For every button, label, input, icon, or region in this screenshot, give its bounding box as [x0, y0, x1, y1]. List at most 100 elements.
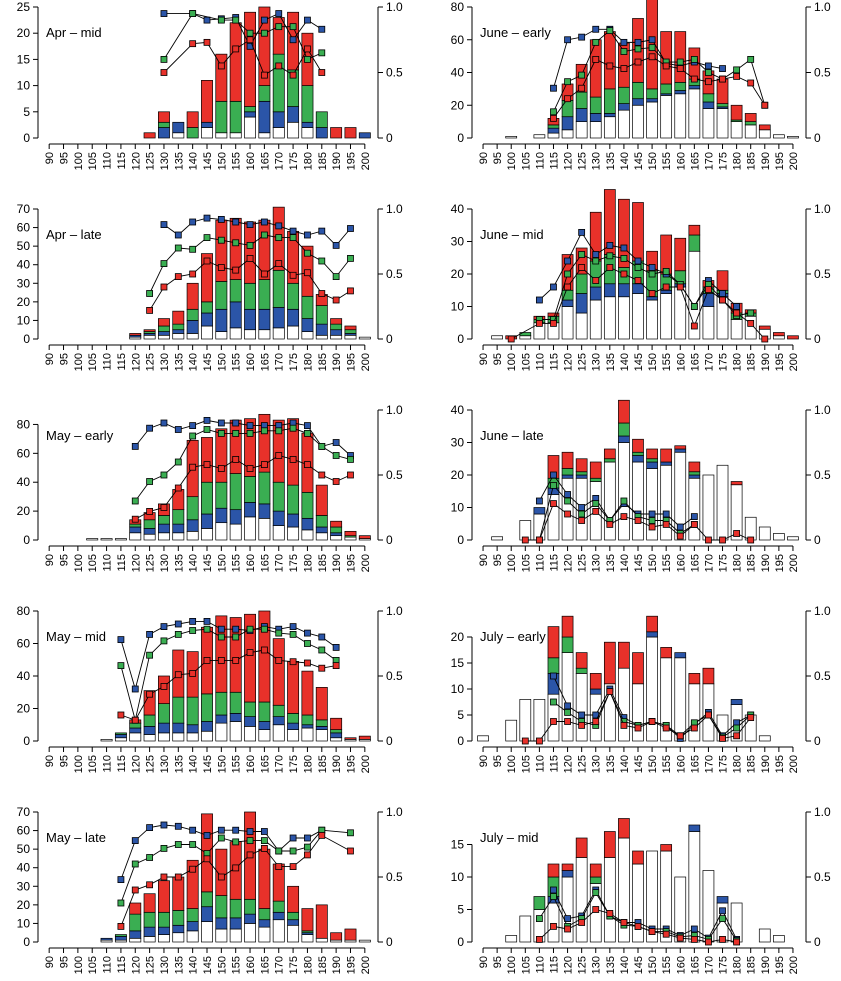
bar-segment-blue [215, 308, 228, 332]
proportion-point-red [217, 465, 225, 472]
bar-segment-white [244, 923, 256, 943]
proportion-line-green [120, 628, 337, 721]
bar-segment-white [129, 532, 142, 541]
y-tick-label: 20 [451, 630, 465, 644]
x-tick-label: 135 [173, 755, 185, 773]
bar-segment-blue [158, 722, 170, 734]
x-tick-label: 135 [173, 554, 185, 572]
bar-segment-white [716, 108, 729, 139]
proportion-point-green [564, 270, 571, 278]
proportion-point-red [747, 536, 755, 544]
proportion-point-green [690, 56, 698, 63]
x-tick-label: 95 [59, 554, 71, 566]
x-tick-label: 125 [145, 755, 157, 773]
bar-segment-white [575, 121, 588, 139]
bar-segment-red [201, 437, 213, 483]
bar-segment-red [344, 928, 357, 941]
proportion-point-blue [662, 510, 670, 518]
x-tick-label: 145 [633, 554, 645, 572]
bar-segment-green [114, 732, 127, 735]
proportion-point-blue [232, 419, 240, 427]
proportion-point-blue [733, 303, 741, 310]
panel-title: July – mid [480, 830, 539, 845]
y-tick-label: 20 [17, 295, 31, 309]
x-tick-label: 200 [788, 755, 800, 773]
proportion-point-red [318, 290, 326, 297]
bar-segment-white [505, 719, 518, 742]
proportion-point-blue [232, 826, 240, 834]
panel-title: May – mid [46, 629, 106, 644]
bar-segment-blue [258, 721, 271, 730]
proportion-point-blue [634, 38, 642, 46]
y2-tick-label: 1.0 [814, 805, 831, 819]
bar-segment-blue [287, 106, 300, 123]
bar-segment-blue [674, 448, 687, 453]
bar-segment-red [603, 641, 616, 685]
bar-segment-blue [244, 308, 256, 331]
bar-segment-blue [575, 474, 588, 479]
bar-segment-blue [100, 937, 113, 941]
bar-segment-green [172, 323, 185, 331]
proportion-point-green [174, 458, 182, 466]
bar-segment-white [315, 532, 328, 541]
bar-segment-white [702, 474, 715, 541]
bar-segment-blue [229, 713, 242, 722]
bar-segment-red [344, 127, 357, 139]
proportion-point-red [275, 657, 283, 664]
proportion-point-blue [260, 828, 268, 835]
x-tick-label: 180 [732, 353, 744, 371]
bar-segment-white [114, 538, 127, 541]
x-tick-label: 120 [563, 353, 575, 371]
bar-segment-blue [143, 726, 156, 735]
bar-segment-blue [330, 732, 343, 739]
proportion-point-green [606, 252, 614, 260]
bar-segment-red [344, 325, 357, 331]
proportion-point-green [217, 834, 225, 842]
bar-segment-white [603, 857, 616, 943]
proportion-point-red [332, 296, 340, 304]
proportion-point-blue [535, 497, 543, 505]
bar-segment-red [258, 610, 271, 703]
x-tick-label: 175 [718, 353, 730, 371]
x-tick-label: 95 [492, 152, 504, 164]
proportion-point-red [203, 461, 211, 469]
proportion-point-green [131, 497, 139, 505]
proportion-point-red [347, 471, 354, 479]
x-tick-label: 200 [788, 353, 800, 371]
proportion-point-red [146, 690, 154, 698]
bar-segment-blue [547, 127, 560, 134]
bar-segment-green [272, 900, 285, 913]
proportion-point-red [676, 532, 684, 540]
bar-segment-red [561, 615, 574, 638]
x-tick-label: 115 [548, 956, 560, 974]
bar-segment-white [491, 536, 503, 541]
proportion-point-blue [189, 218, 197, 226]
proportion-point-blue [304, 629, 311, 637]
x-tick-label: 135 [605, 152, 617, 170]
bar-segment-white [201, 325, 213, 340]
bar-segment-green [660, 83, 673, 95]
proportion-point-red [634, 923, 642, 930]
bar-segment-red [215, 428, 228, 483]
bar-segment-green [201, 891, 213, 908]
y-tick-label: 40 [17, 861, 31, 875]
bar-segment-green [143, 911, 156, 928]
bar-segment-red [330, 717, 343, 730]
bar-segment-white [702, 306, 715, 340]
y-tick-label: 60 [17, 824, 31, 838]
proportion-point-blue [189, 422, 197, 430]
bar-segment-red [730, 481, 743, 486]
proportion-point-green [246, 429, 254, 437]
bar-segment-white [533, 513, 546, 541]
bar-segment-red [688, 461, 701, 473]
x-tick-label: 170 [274, 152, 286, 170]
bar-segment-white [505, 935, 518, 943]
bar-segment-white [287, 526, 300, 541]
x-tick-label: 130 [159, 956, 171, 974]
proportion-point-green [550, 893, 557, 900]
x-tick-label: 150 [216, 554, 228, 572]
bar-segment-blue [172, 523, 185, 534]
bar-segment-white [215, 928, 228, 943]
